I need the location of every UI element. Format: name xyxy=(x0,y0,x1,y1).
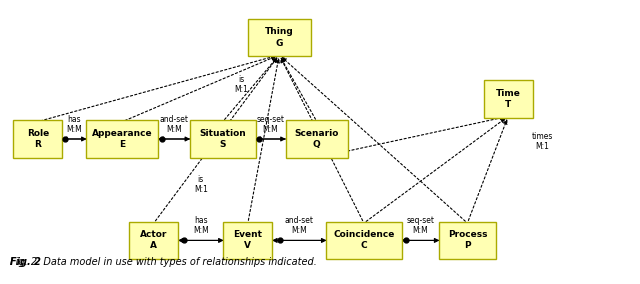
FancyBboxPatch shape xyxy=(190,120,256,158)
Text: Coincidence
C: Coincidence C xyxy=(333,230,395,250)
Text: seq-set
M:M: seq-set M:M xyxy=(257,115,285,134)
FancyBboxPatch shape xyxy=(326,222,401,259)
Text: Actor
A: Actor A xyxy=(140,230,168,250)
Text: is
M:1: is M:1 xyxy=(194,175,208,194)
Text: has
M:M: has M:M xyxy=(67,115,82,134)
Text: is
M:1: is M:1 xyxy=(235,75,248,94)
Text: Process
P: Process P xyxy=(447,230,487,250)
FancyBboxPatch shape xyxy=(484,80,532,118)
Text: Scenario
Q: Scenario Q xyxy=(294,129,339,149)
Text: has
M:M: has M:M xyxy=(193,216,209,235)
Text: Fig. 2: Fig. 2 xyxy=(10,257,40,267)
Text: Event
V: Event V xyxy=(234,230,262,250)
Text: Thing
G: Thing G xyxy=(265,28,294,48)
Text: and-set
M:M: and-set M:M xyxy=(159,115,189,134)
FancyBboxPatch shape xyxy=(86,120,159,158)
Text: Situation
S: Situation S xyxy=(200,129,246,149)
Text: Role
R: Role R xyxy=(27,129,49,149)
Text: times
M:1: times M:1 xyxy=(532,132,554,151)
FancyBboxPatch shape xyxy=(223,222,273,259)
Text: and-set
M:M: and-set M:M xyxy=(285,216,314,235)
FancyBboxPatch shape xyxy=(248,19,310,56)
Text: Appearance
E: Appearance E xyxy=(92,129,153,149)
Text: Time
T: Time T xyxy=(496,89,520,109)
FancyBboxPatch shape xyxy=(439,222,495,259)
FancyBboxPatch shape xyxy=(285,120,348,158)
FancyBboxPatch shape xyxy=(129,222,179,259)
FancyBboxPatch shape xyxy=(13,120,62,158)
Text: seq-set
M:M: seq-set M:M xyxy=(406,216,435,235)
Text: Fig. 2  Data model in use with types of relationships indicated.: Fig. 2 Data model in use with types of r… xyxy=(10,257,316,267)
